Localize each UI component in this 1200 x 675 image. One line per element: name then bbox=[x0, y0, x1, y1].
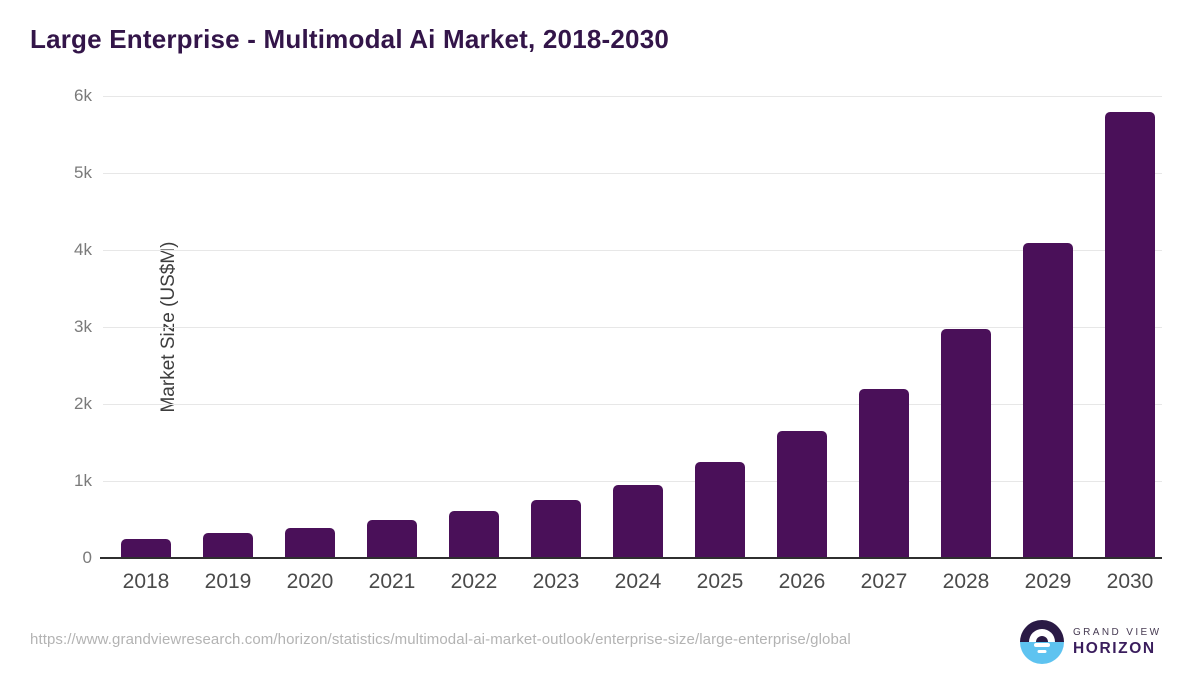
gridline bbox=[103, 173, 1162, 174]
x-tick-label-2028: 2028 bbox=[942, 570, 990, 593]
x-tick-label-2025: 2025 bbox=[696, 570, 744, 593]
y-tick-label: 6k bbox=[74, 86, 92, 105]
x-tick-label-2023: 2023 bbox=[532, 570, 580, 593]
bar-2025[interactable] bbox=[695, 461, 745, 558]
bar-2027[interactable] bbox=[859, 388, 909, 558]
bar-2018[interactable] bbox=[121, 538, 171, 558]
logo-sun-dome-hole bbox=[1036, 636, 1048, 642]
bar-2024[interactable] bbox=[613, 484, 663, 558]
y-tick-label: 5k bbox=[74, 163, 92, 182]
chart-title: Large Enterprise - Multimodal Ai Market,… bbox=[30, 24, 670, 54]
bar-2026[interactable] bbox=[777, 430, 827, 558]
bar-2021[interactable] bbox=[367, 520, 417, 558]
bar-2029[interactable] bbox=[1023, 243, 1073, 558]
bar-2019[interactable] bbox=[203, 533, 253, 558]
logo-sun-dome bbox=[1029, 629, 1055, 642]
gridline bbox=[103, 96, 1162, 97]
horizon-sunrise-icon bbox=[1020, 620, 1064, 664]
y-tick-label: 4k bbox=[74, 240, 92, 259]
x-axis-line bbox=[100, 557, 1162, 559]
x-tick-label-2026: 2026 bbox=[778, 570, 826, 593]
x-tick-label-2018: 2018 bbox=[122, 570, 170, 593]
y-tick-label: 1k bbox=[74, 471, 92, 490]
logo-brand-name: GRAND VIEW bbox=[1073, 626, 1162, 638]
bar-2028[interactable] bbox=[941, 328, 991, 558]
x-tick-label-2021: 2021 bbox=[368, 570, 416, 593]
x-tick-label-2020: 2020 bbox=[286, 570, 334, 593]
x-tick-label-2019: 2019 bbox=[204, 570, 252, 593]
logo-reflection-line bbox=[1037, 649, 1047, 654]
bar-2020[interactable] bbox=[285, 528, 335, 558]
logo-product-name: HORIZON bbox=[1073, 639, 1156, 657]
source-url: https://www.grandviewresearch.com/horizo… bbox=[30, 631, 851, 648]
x-tick-label-2024: 2024 bbox=[614, 570, 662, 593]
y-tick-label: 3k bbox=[74, 317, 92, 336]
y-tick-label: 2k bbox=[74, 394, 92, 413]
bar-2030[interactable] bbox=[1105, 112, 1155, 558]
bar-2022[interactable] bbox=[449, 511, 499, 558]
x-tick-label-2027: 2027 bbox=[860, 570, 908, 593]
logo-reflection-line bbox=[1034, 642, 1050, 647]
plot-area: Market Size (US$M) 0 1k 2k 3k 4k 5k 6k 2018 201… bbox=[74, 86, 1162, 593]
gridline bbox=[103, 327, 1162, 328]
gridline bbox=[103, 404, 1162, 405]
bar-2023[interactable] bbox=[531, 500, 581, 558]
gridline bbox=[103, 250, 1162, 251]
gridline bbox=[103, 481, 1162, 482]
y-tick-label: 0 bbox=[82, 548, 92, 567]
grand-view-horizon-logo: GRAND VIEW HORIZON bbox=[1020, 620, 1161, 664]
x-tick-label-2030: 2030 bbox=[1106, 570, 1154, 593]
logo-text: GRAND VIEW HORIZON bbox=[1073, 627, 1161, 658]
x-tick-label-2022: 2022 bbox=[450, 570, 498, 593]
x-tick-label-2029: 2029 bbox=[1024, 570, 1072, 593]
